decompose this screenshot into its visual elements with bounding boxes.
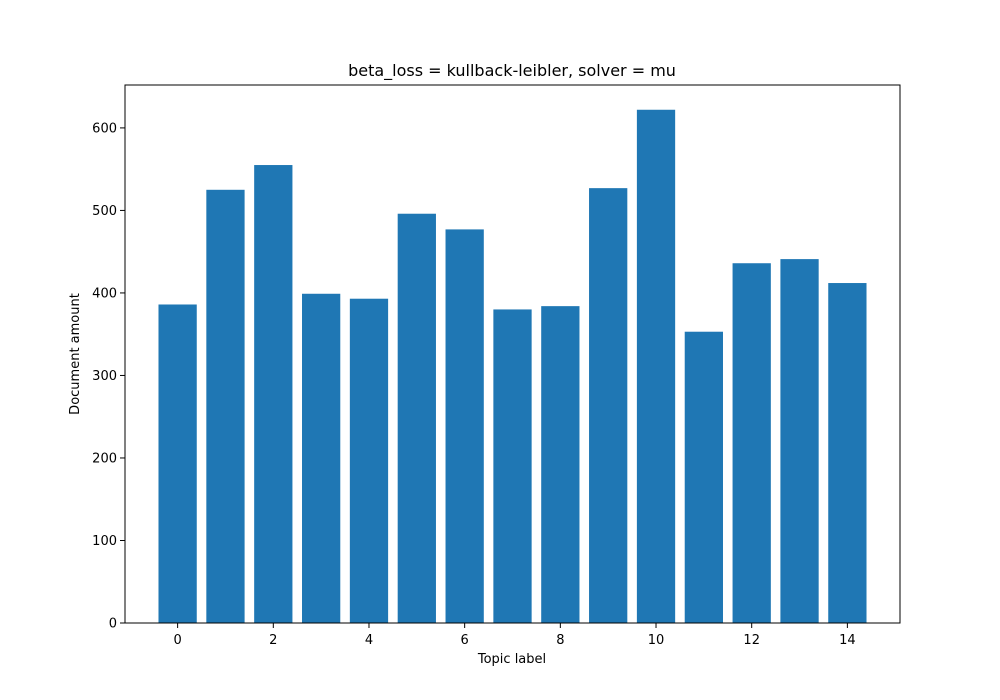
bar-topic-10 <box>636 109 676 624</box>
y-tick-label-500: 500 <box>92 204 117 219</box>
bar-topic-1 <box>206 189 245 623</box>
plot-frame <box>124 84 901 624</box>
y-tick-label-400: 400 <box>92 286 117 301</box>
bar-topic-14 <box>828 283 867 623</box>
x-axis: 0 2 4 6 8 10 12 14 <box>173 623 856 648</box>
bars-layer <box>158 109 867 624</box>
y-tick-label-600: 600 <box>92 121 117 136</box>
x-tick-label-0: 0 <box>173 633 181 648</box>
y-tick-label-0: 0 <box>109 617 117 632</box>
bar-topic-3 <box>302 293 341 623</box>
bar-topic-9 <box>589 188 628 623</box>
y-axis: 0 100 200 300 400 500 600 <box>92 121 125 632</box>
bar-topic-2 <box>254 165 293 624</box>
x-tick-label-12: 12 <box>743 633 760 648</box>
y-tick-label-300: 300 <box>92 369 117 384</box>
x-tick-label-8: 8 <box>556 633 564 648</box>
y-tick-label-100: 100 <box>92 534 117 549</box>
x-tick-label-4: 4 <box>365 633 373 648</box>
bar-topic-4 <box>349 298 389 623</box>
bar-topic-12 <box>732 263 771 623</box>
bar-topic-0 <box>158 304 197 623</box>
chart-title: beta_loss = kullback-leibler, solver = m… <box>348 61 676 81</box>
x-tick-label-2: 2 <box>269 633 277 648</box>
x-tick-label-14: 14 <box>839 633 856 648</box>
x-tick-label-6: 6 <box>461 633 469 648</box>
bar-topic-8 <box>541 306 580 623</box>
x-tick-label-10: 10 <box>648 633 665 648</box>
bar-topic-6 <box>445 229 484 623</box>
bar-topic-7 <box>493 309 532 623</box>
bar-topic-11 <box>684 331 723 623</box>
x-axis-label: Topic label <box>477 652 546 667</box>
y-tick-label-200: 200 <box>92 451 117 466</box>
bar-topic-13 <box>780 259 819 623</box>
y-axis-label: Document amount <box>68 293 83 415</box>
bar-topic-5 <box>397 213 436 623</box>
plot-area: 0 2 4 6 8 10 12 14 0 100 200 300 400 500 600 <box>92 84 901 648</box>
